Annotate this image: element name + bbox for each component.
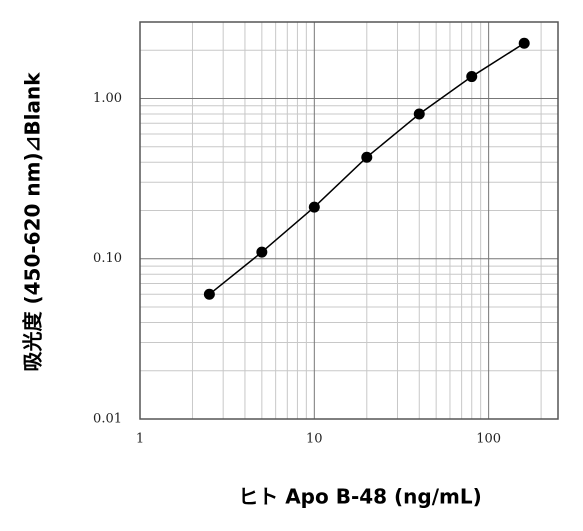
data-point (361, 151, 373, 163)
y-axis-label: 吸光度 (450-620 nm)⊿Blank (21, 72, 45, 372)
x-tick-label: 10 (306, 432, 323, 447)
x-tick-label: 100 (476, 432, 501, 447)
y-tick-label: 0.01 (93, 412, 122, 427)
plot-frame (139, 21, 559, 420)
data-point (203, 288, 215, 300)
data-point (256, 246, 268, 258)
x-axis-label: ヒト Apo B-48 (ng/mL) (238, 485, 482, 509)
x-tick-label: 1 (136, 432, 144, 447)
data-point (413, 108, 425, 120)
y-tick-label: 1.00 (93, 91, 122, 106)
data-point (308, 201, 320, 213)
data-point (466, 71, 478, 83)
y-tick-label: 0.10 (93, 251, 122, 266)
data-point (518, 37, 530, 49)
